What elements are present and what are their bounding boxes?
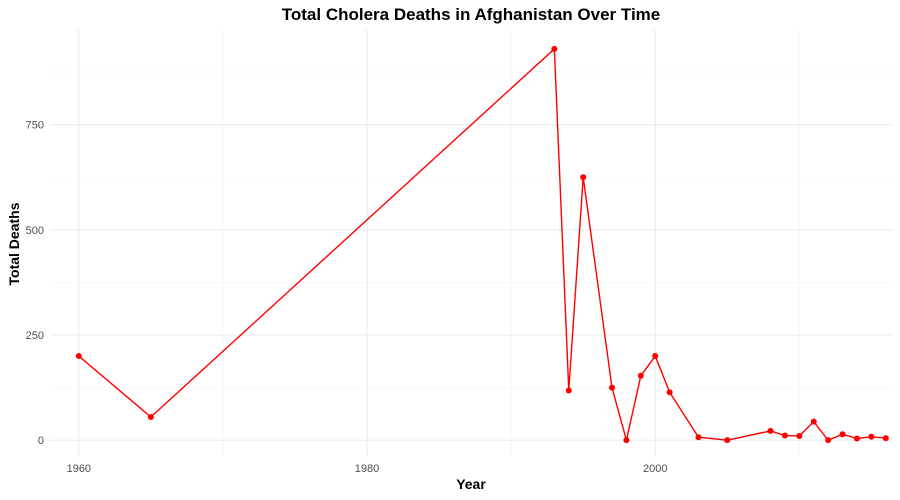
x-tick-label: 1980 bbox=[355, 463, 379, 475]
data-point bbox=[724, 437, 731, 444]
data-point bbox=[695, 434, 702, 441]
data-point bbox=[882, 435, 889, 442]
data-point bbox=[565, 387, 572, 394]
y-tick-label: 750 bbox=[26, 120, 44, 132]
data-point bbox=[796, 432, 803, 439]
x-tick-label: 2000 bbox=[643, 463, 667, 475]
series-line bbox=[78, 48, 886, 441]
data-point bbox=[868, 433, 875, 440]
y-tick-label: 500 bbox=[26, 225, 44, 237]
data-point bbox=[767, 427, 774, 434]
data-point bbox=[839, 431, 846, 438]
data-point bbox=[609, 384, 615, 391]
data-point bbox=[147, 414, 154, 421]
data-point bbox=[825, 437, 832, 444]
series-layer bbox=[75, 45, 889, 444]
chart-title: Total Cholera Deaths in Afghanistan Over… bbox=[282, 5, 660, 24]
data-point bbox=[75, 353, 82, 360]
data-point bbox=[580, 174, 587, 181]
y-tick-label: 250 bbox=[26, 330, 44, 342]
y-tick-label: 0 bbox=[38, 435, 44, 447]
tick-labels: 1960 1980 2000 0 250 500 750 bbox=[26, 120, 668, 475]
x-axis-title: Year bbox=[456, 476, 486, 492]
data-point bbox=[652, 353, 659, 360]
x-tick-label: 1960 bbox=[67, 463, 91, 475]
data-point bbox=[666, 389, 673, 396]
data-point bbox=[781, 432, 788, 439]
data-point bbox=[637, 372, 644, 379]
data-point bbox=[853, 435, 860, 442]
data-point bbox=[810, 418, 817, 425]
data-point bbox=[623, 437, 630, 444]
data-point bbox=[551, 45, 558, 52]
y-axis-title: Total Deaths bbox=[6, 202, 22, 285]
